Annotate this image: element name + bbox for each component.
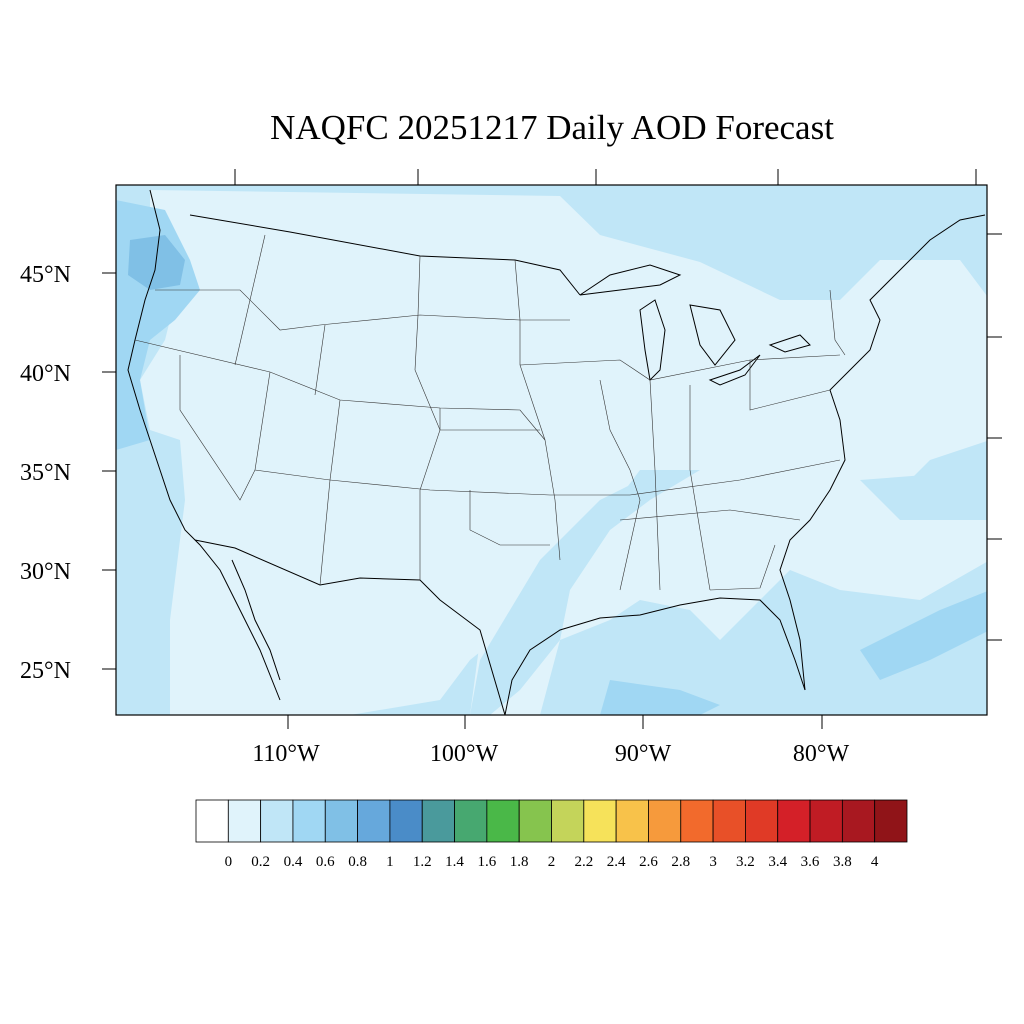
gulf-coastline (504, 597, 806, 715)
state-line-7 (414, 255, 540, 431)
colorbar-swatch (615, 799, 649, 843)
state-line-1 (134, 339, 546, 441)
colorbar-label: 4 (871, 854, 879, 870)
lake-erie (708, 354, 761, 386)
colorbar-swatch (260, 799, 294, 843)
coastlines (127, 189, 986, 715)
colorbar-label: 2.2 (574, 854, 593, 870)
lat-label: 40°N (20, 361, 71, 387)
lake-michigan (639, 299, 666, 382)
state-line-4 (254, 371, 841, 496)
colorbar-label: 1.6 (477, 854, 496, 870)
colorbar-swatch (712, 799, 746, 843)
west-coastline (127, 189, 281, 701)
aod-0.8-puget-sound (128, 235, 185, 290)
colorbar-label: 1.8 (510, 854, 529, 870)
aod-0.2-region (140, 190, 987, 715)
colorbar-label: 1 (386, 854, 394, 870)
state-line-12 (599, 379, 641, 591)
lon-label: 90°W (615, 741, 672, 767)
aod-0.6-atlantic-south (860, 591, 987, 680)
colorbar-swatch (195, 799, 229, 843)
colorbar-swatch (292, 799, 326, 843)
colorbar-label: 2.6 (639, 854, 658, 870)
lon-ticks-bottom (287, 715, 823, 729)
colorbar-label: 0.2 (251, 854, 270, 870)
colorbar-swatch (421, 799, 455, 843)
colorbar-swatch (389, 799, 423, 843)
state-line-13 (649, 379, 661, 591)
northeast-coastline (879, 214, 986, 291)
state-line-10 (314, 324, 326, 396)
colorbar-label: 2 (548, 854, 556, 870)
colorbar-label: 2.8 (671, 854, 690, 870)
lat-label: 35°N (20, 460, 71, 486)
map-field (116, 185, 987, 715)
colorbar-swatch (227, 799, 262, 843)
colorbar-swatch (518, 799, 552, 843)
state-line-16 (709, 544, 776, 591)
state-line-14 (689, 385, 711, 591)
state-line-8 (514, 259, 561, 561)
state-line-9 (234, 234, 266, 366)
state-line-6 (419, 408, 441, 580)
colorbar-swatch (486, 799, 520, 843)
lake-huron (689, 304, 736, 366)
colorbar-label: 3.2 (736, 854, 755, 870)
colorbar-swatch (551, 799, 585, 843)
colorbar-swatch (777, 799, 811, 843)
state-line-5 (319, 399, 341, 586)
lat-ticks-right (987, 233, 1002, 641)
colorbar-label: 3 (709, 854, 717, 870)
colorbar-swatch (841, 799, 876, 843)
state-line-15 (619, 509, 801, 521)
state-line-18 (829, 289, 846, 356)
baja-coastline (231, 559, 281, 681)
lon-label: 80°W (793, 741, 850, 767)
aod-0.6-gulf-patch (600, 680, 720, 715)
colorbar-label: 3.8 (833, 854, 852, 870)
canada-border (189, 214, 581, 296)
map-title: NAQFC 20251217 Daily AOD Forecast (270, 108, 834, 147)
colorbar-label: 3.4 (768, 854, 787, 870)
colorbar-label: 0.6 (316, 854, 335, 870)
colorbar-swatch (583, 799, 617, 843)
colorbar: 0 0.2 0.4 0.6 0.8 1 1.2 1.4 1.6 1.8 2 2.2 2.4 2.6 2.8 3… (195, 799, 908, 870)
colorbar-swatch (454, 799, 488, 843)
colorbar-label: 0.8 (348, 854, 367, 870)
lon-label: 110°W (252, 741, 320, 767)
colorbar-swatch (324, 799, 358, 843)
lat-label: 25°N (20, 658, 71, 684)
colorbar-label: 1.2 (413, 854, 432, 870)
florida-east-coastline (779, 289, 881, 691)
colorbar-swatch (874, 799, 908, 843)
colorbar-label: 0 (225, 854, 233, 870)
lat-ticks-left (102, 272, 116, 670)
state-line-19 (469, 490, 550, 546)
colorbar-swatch (809, 799, 843, 843)
lon-label: 100°W (430, 741, 499, 767)
state-borders (134, 234, 846, 591)
map-frame (115, 184, 988, 716)
lat-label: 30°N (20, 559, 71, 585)
colorbar-label: 1.4 (445, 854, 464, 870)
lon-ticks-top (234, 169, 977, 185)
lake-ontario (768, 334, 811, 353)
colorbar-label: 3.6 (801, 854, 820, 870)
colorbar-label: 2.4 (607, 854, 626, 870)
lake-superior (579, 264, 682, 296)
colorbar-swatch (680, 799, 714, 843)
state-line-3 (179, 355, 256, 501)
aod-0.4-southeast-band (860, 470, 987, 520)
state-line-17 (749, 360, 831, 411)
lat-label: 45°N (20, 262, 71, 288)
colorbar-swatch (745, 799, 779, 843)
colorbar-swatch (648, 799, 682, 843)
colorbar-swatch (357, 799, 391, 843)
mexico-border (194, 539, 506, 715)
colorbar-label: 0.4 (284, 854, 303, 870)
